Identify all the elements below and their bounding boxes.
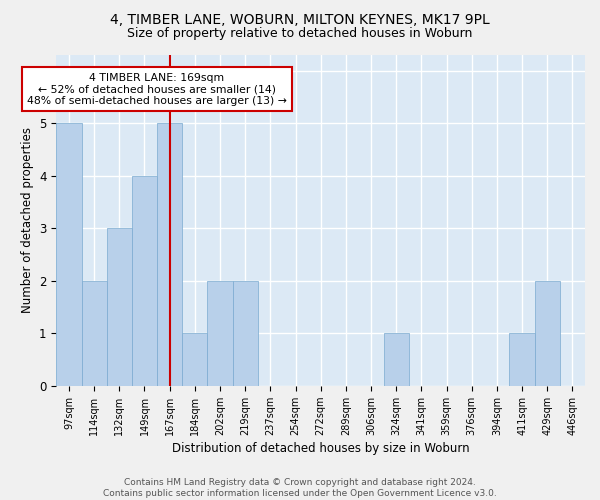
- Bar: [56, 124, 82, 386]
- Bar: [383, 334, 409, 386]
- Text: Size of property relative to detached houses in Woburn: Size of property relative to detached ho…: [127, 28, 473, 40]
- Bar: [132, 176, 157, 386]
- Bar: [233, 281, 258, 386]
- Bar: [509, 334, 535, 386]
- Text: 4, TIMBER LANE, WOBURN, MILTON KEYNES, MK17 9PL: 4, TIMBER LANE, WOBURN, MILTON KEYNES, M…: [110, 12, 490, 26]
- Text: Contains HM Land Registry data © Crown copyright and database right 2024.
Contai: Contains HM Land Registry data © Crown c…: [103, 478, 497, 498]
- Text: 4 TIMBER LANE: 169sqm
← 52% of detached houses are smaller (14)
48% of semi-deta: 4 TIMBER LANE: 169sqm ← 52% of detached …: [27, 72, 287, 106]
- Bar: [82, 281, 107, 386]
- Bar: [157, 124, 182, 386]
- Bar: [182, 334, 208, 386]
- Bar: [535, 281, 560, 386]
- Bar: [107, 228, 132, 386]
- Bar: [208, 281, 233, 386]
- Y-axis label: Number of detached properties: Number of detached properties: [20, 128, 34, 314]
- X-axis label: Distribution of detached houses by size in Woburn: Distribution of detached houses by size …: [172, 442, 469, 455]
